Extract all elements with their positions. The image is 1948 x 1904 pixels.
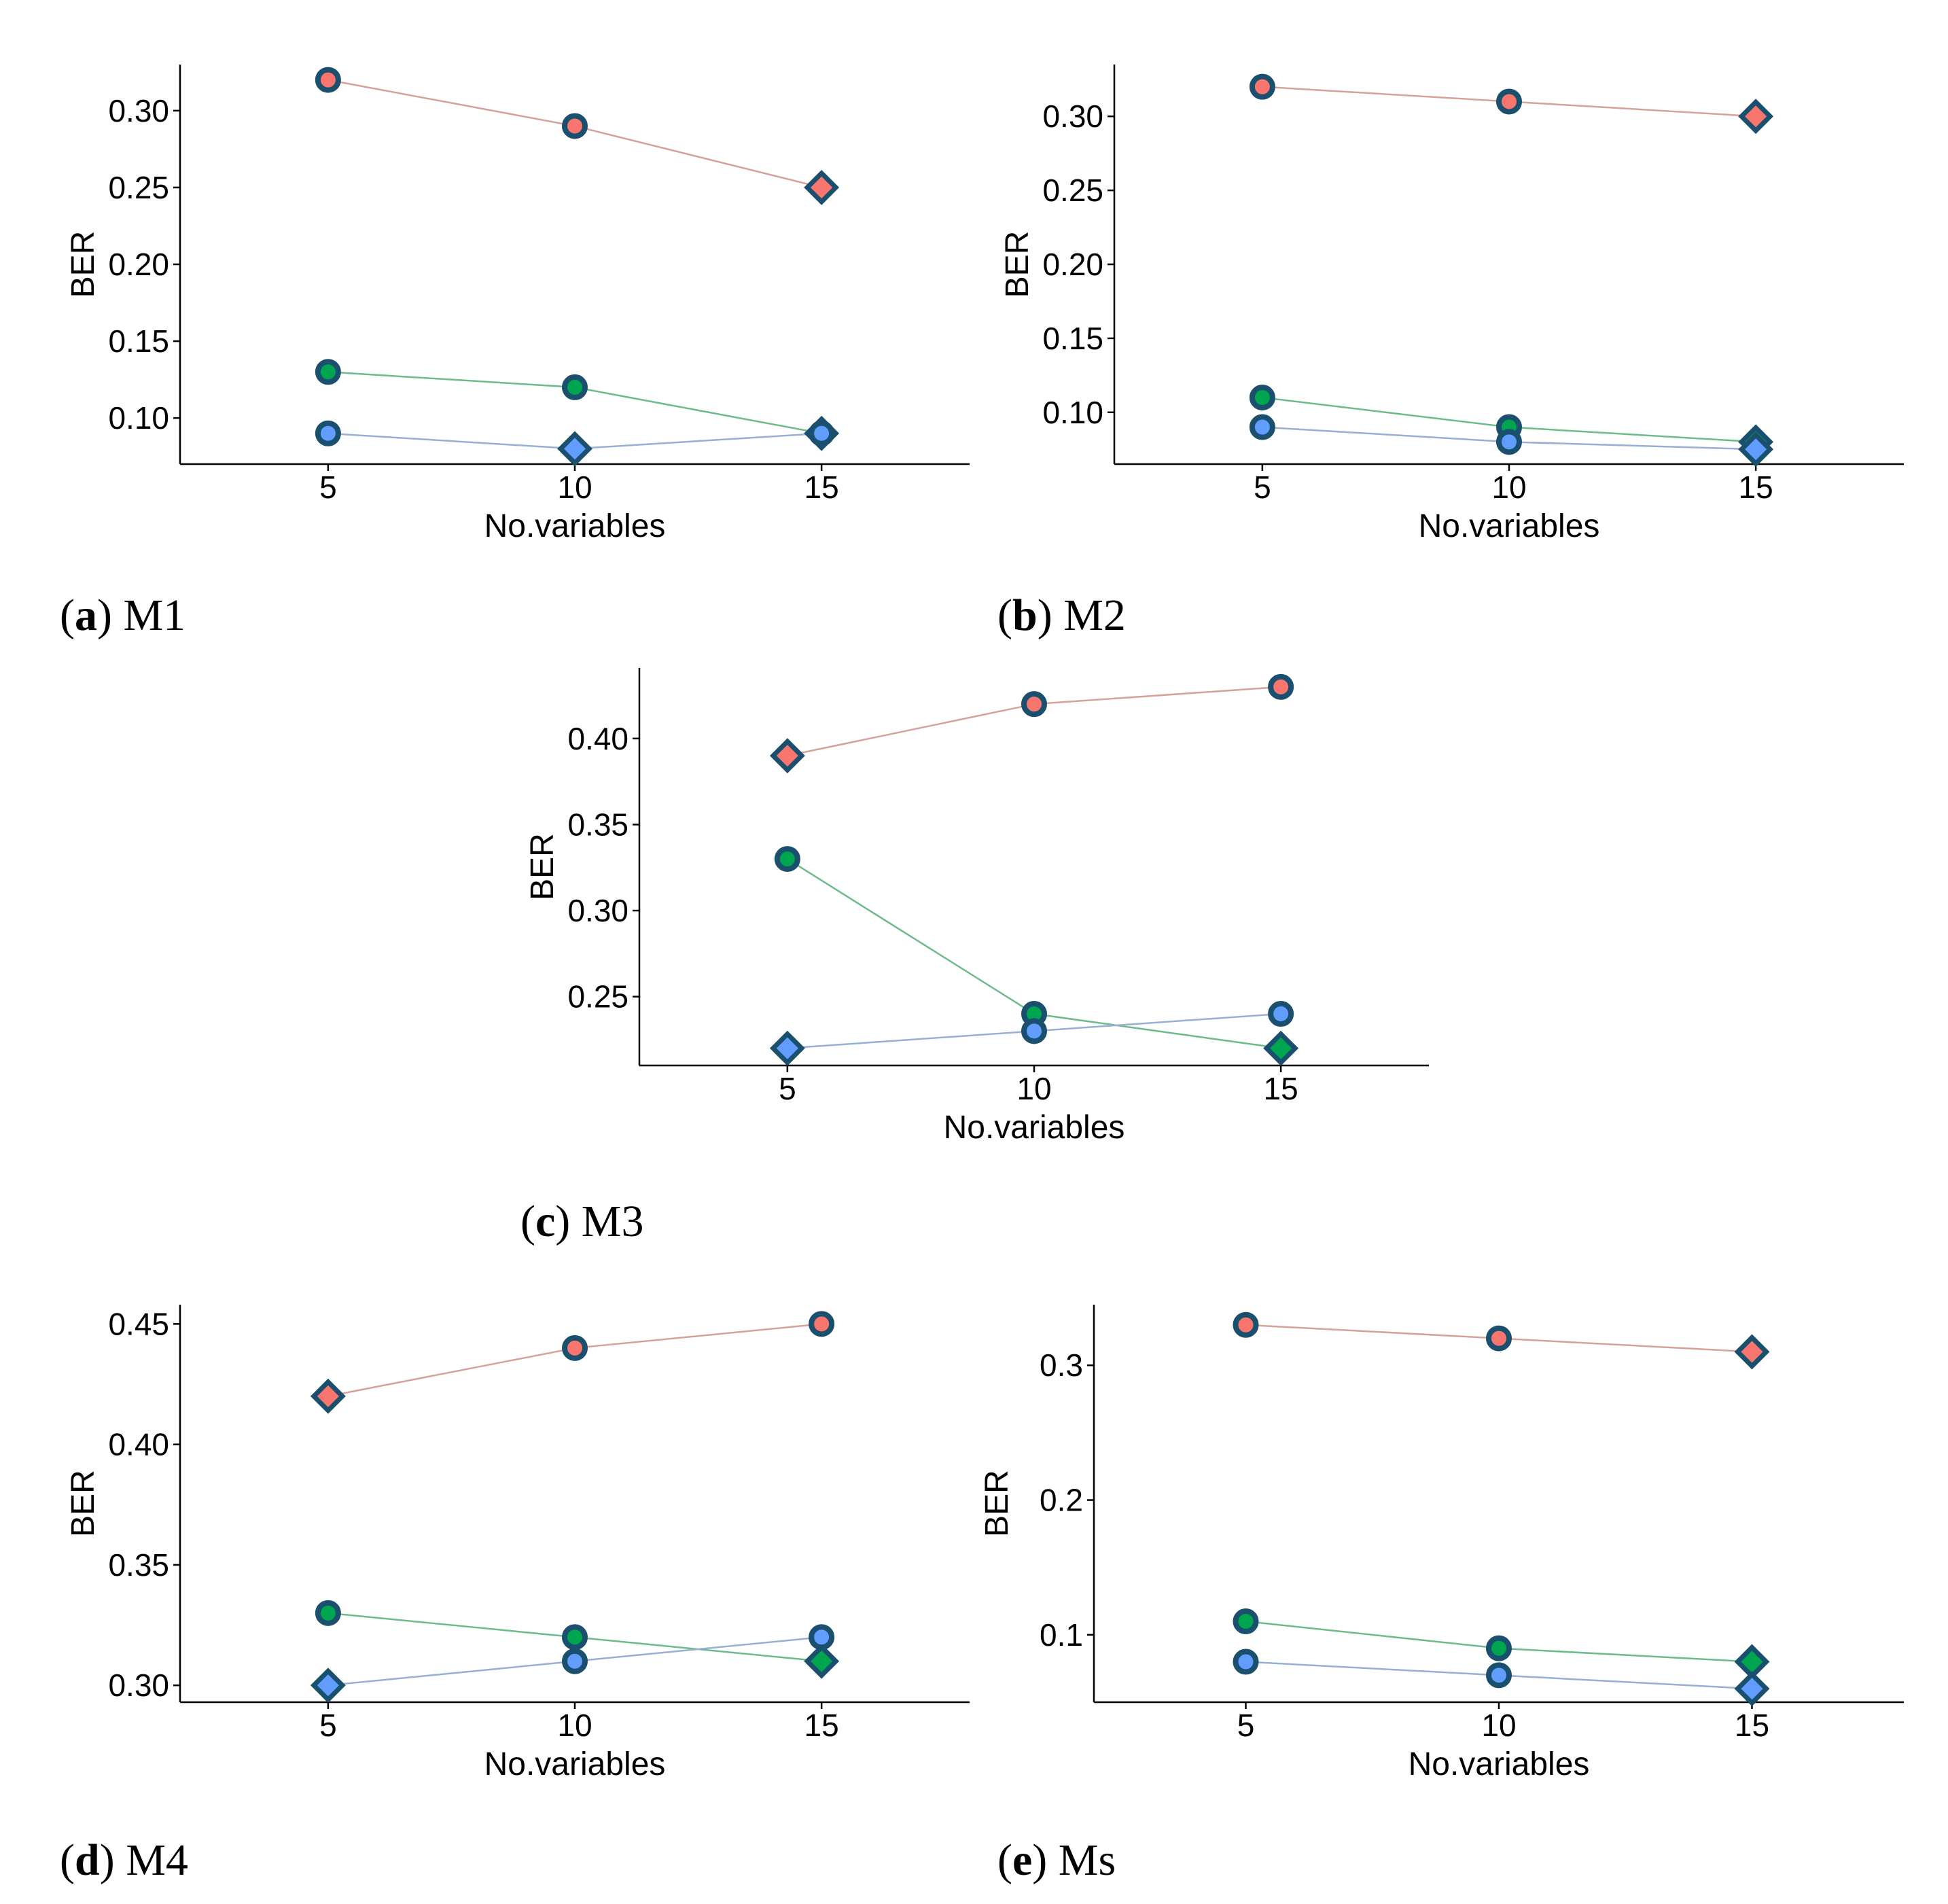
data-point-green	[315, 1600, 341, 1626]
data-point-red	[809, 1311, 835, 1337]
x-tick-label: 15	[804, 1708, 839, 1743]
x-tick-label: 5	[319, 1708, 337, 1743]
data-point-red	[1738, 99, 1774, 135]
data-point-blue	[809, 1624, 835, 1651]
chart-panel-d: 0.30 0.35 0.40 0.45 5 10 15 No.variables BER	[65, 1305, 970, 1782]
data-point-green	[562, 374, 588, 400]
data-point-blue	[1486, 1662, 1512, 1689]
y-tick-label: 0.25	[567, 979, 628, 1015]
data-point-red	[1496, 88, 1522, 115]
y-tick-label: 0.30	[1042, 99, 1103, 134]
data-point-red	[562, 1335, 588, 1361]
y-tick-label: 0.35	[567, 807, 628, 842]
data-point-red	[315, 67, 341, 93]
x-tick-label: 15	[804, 470, 839, 505]
x-tick-label: 10	[1481, 1708, 1516, 1743]
y-tick-label: 0.35	[108, 1547, 169, 1583]
caption-d: (d) M4	[60, 1835, 188, 1885]
x-tick-label: 5	[1254, 470, 1271, 505]
caption-e: (e) Ms	[997, 1835, 1116, 1885]
x-tick-label: 15	[1264, 1071, 1298, 1106]
x-tick-label: 10	[1491, 470, 1526, 505]
y-tick-label: 0.30	[108, 93, 169, 128]
data-point-green	[804, 1643, 840, 1679]
data-point-green	[774, 846, 800, 872]
x-axis-title: No.variables	[944, 1110, 1125, 1146]
caption-a: (a) M1	[60, 590, 186, 640]
x-tick-label: 10	[557, 470, 592, 505]
data-point-blue	[1734, 1671, 1770, 1707]
data-point-red	[1268, 673, 1294, 700]
y-tick-label: 0.30	[567, 893, 628, 928]
y-tick-label: 0.2	[1040, 1483, 1083, 1518]
chart-panel-c: 0.25 0.30 0.35 0.40 5 10 15 No.variables BER	[525, 668, 1429, 1146]
y-tick-label: 0.20	[108, 247, 169, 282]
data-point-blue	[562, 1648, 588, 1674]
data-point-green	[1263, 1030, 1299, 1066]
x-tick-label: 15	[1739, 470, 1773, 505]
data-point-blue	[769, 1030, 805, 1066]
data-point-blue	[1249, 414, 1275, 440]
y-tick-label: 0.25	[108, 170, 169, 205]
data-point-blue	[315, 420, 341, 446]
data-point-red	[562, 113, 588, 139]
data-point-red	[1249, 73, 1275, 100]
y-axis-title: BER	[65, 231, 101, 298]
data-point-green	[315, 359, 341, 385]
x-tick-label: 15	[1735, 1708, 1769, 1743]
y-tick-label: 0.25	[1042, 173, 1103, 208]
y-tick-label: 0.45	[108, 1306, 169, 1341]
data-point-blue	[1021, 1018, 1047, 1044]
data-point-red	[1486, 1325, 1512, 1352]
y-tick-label: 0.20	[1042, 247, 1103, 282]
x-axis-title: No.variables	[484, 1746, 666, 1782]
data-point-red	[1233, 1311, 1259, 1338]
caption-c: (c) M3	[520, 1197, 644, 1246]
y-tick-label: 0.1	[1040, 1617, 1083, 1653]
x-tick-label: 5	[1237, 1708, 1255, 1743]
x-axis-title: No.variables	[484, 508, 666, 544]
x-axis-title: No.variables	[1409, 1746, 1590, 1782]
y-tick-label: 0.30	[108, 1668, 169, 1703]
y-tick-label: 0.3	[1040, 1347, 1083, 1383]
y-tick-label: 0.40	[108, 1427, 169, 1462]
data-point-blue	[809, 420, 835, 446]
x-tick-label: 5	[319, 470, 337, 505]
data-point-blue	[1496, 429, 1522, 455]
data-point-green	[1249, 385, 1275, 410]
data-point-blue	[557, 431, 592, 467]
y-axis-title: BER	[999, 231, 1035, 298]
chart-panel-a: 0.10 0.15 0.20 0.25 0.30 5 10 15 No.variables BER	[65, 65, 970, 544]
data-point-red	[1021, 691, 1047, 718]
y-axis-title: BER	[525, 833, 561, 900]
y-axis-title: BER	[65, 1470, 101, 1537]
data-point-green	[1486, 1635, 1512, 1661]
y-tick-label: 0.10	[108, 400, 169, 436]
data-point-blue	[1233, 1649, 1259, 1675]
data-point-green	[562, 1624, 588, 1651]
x-tick-label: 10	[557, 1708, 592, 1743]
y-axis-title: BER	[979, 1470, 1015, 1537]
data-point-red	[804, 169, 840, 205]
data-point-green	[1233, 1608, 1259, 1635]
chart-panel-b: 0.10 0.15 0.20 0.25 0.30 5 10 15 No.variables BER	[999, 65, 1904, 544]
chart-panel-e: 0.1 0.2 0.3 5 10 15 No.variables BER	[979, 1305, 1904, 1782]
x-tick-label: 5	[779, 1071, 796, 1106]
y-tick-label: 0.15	[1042, 321, 1103, 356]
x-axis-title: No.variables	[1419, 508, 1600, 544]
data-point-red	[1734, 1334, 1770, 1370]
y-tick-label: 0.10	[1042, 395, 1103, 430]
y-tick-label: 0.15	[108, 323, 169, 359]
data-point-red	[769, 738, 805, 774]
y-tick-label: 0.40	[567, 721, 628, 756]
data-point-blue	[310, 1668, 346, 1704]
data-point-blue	[1738, 431, 1774, 468]
data-point-blue	[1268, 1001, 1294, 1027]
caption-b: (b) M2	[997, 590, 1126, 640]
data-point-red	[310, 1378, 346, 1414]
x-tick-label: 10	[1016, 1071, 1051, 1106]
